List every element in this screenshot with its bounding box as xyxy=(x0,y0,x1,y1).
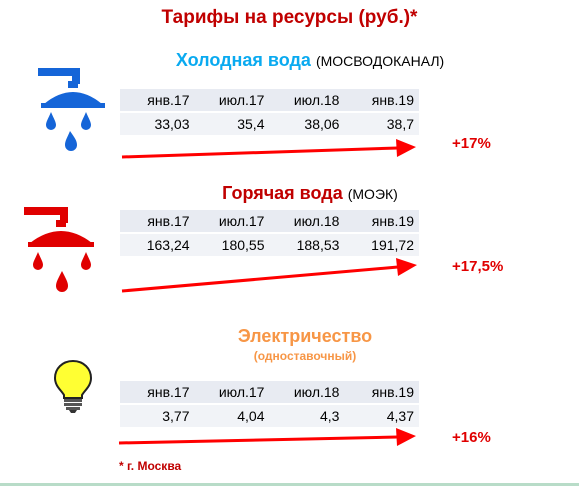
electricity-tariff: (одноставочный) xyxy=(253,349,357,363)
value-cell: 4,04 xyxy=(194,405,270,427)
period-cell: янв.17 xyxy=(120,381,195,405)
value-cell: 38,7 xyxy=(344,113,419,135)
hot-water-title: Горячая вода xyxy=(222,183,343,203)
cold-water-values-row: 33,03 35,4 38,06 38,7 xyxy=(120,113,419,135)
electricity-title: Электричество xyxy=(237,326,373,346)
footnote: * г. Москва xyxy=(119,459,182,473)
hot-water-periods-row: янв.17 июл.17 июл.18 янв.19 xyxy=(120,210,419,234)
hot-water-heading: Горячая вода (МОЭК) xyxy=(110,183,510,204)
period-cell: июл.18 xyxy=(269,381,345,405)
value-cell: 33,03 xyxy=(120,113,195,135)
value-cell: 35,4 xyxy=(194,113,270,135)
electricity-table: янв.17 июл.17 июл.18 янв.19 3,77 4,04 4,… xyxy=(120,381,419,427)
cold-water-heading: Холодная вода (МОСВОДОКАНАЛ) xyxy=(110,50,510,71)
period-cell: июл.18 xyxy=(269,89,345,113)
period-cell: янв.19 xyxy=(344,89,419,113)
hot-water-arrow-icon xyxy=(121,258,417,293)
cold-water-provider: (МОСВОДОКАНАЛ) xyxy=(315,53,445,69)
period-cell: янв.19 xyxy=(344,381,419,405)
period-cell: янв.19 xyxy=(344,210,419,234)
bottom-divider xyxy=(0,483,579,486)
cold-water-title: Холодная вода xyxy=(175,50,311,70)
period-cell: июл.17 xyxy=(194,210,270,234)
electricity-values-row: 3,77 4,04 4,3 4,37 xyxy=(120,405,419,427)
value-cell: 4,3 xyxy=(269,405,345,427)
value-cell: 188,53 xyxy=(269,234,345,256)
period-cell: янв.17 xyxy=(120,89,195,113)
value-cell: 191,72 xyxy=(344,234,419,256)
period-cell: июл.18 xyxy=(269,210,345,234)
value-cell: 163,24 xyxy=(120,234,195,256)
cold-water-table: янв.17 июл.17 июл.18 янв.19 33,03 35,4 3… xyxy=(120,89,419,135)
value-cell: 3,77 xyxy=(120,405,195,427)
period-cell: янв.17 xyxy=(120,210,195,234)
hot-water-values-row: 163,24 180,55 188,53 191,72 xyxy=(120,234,419,256)
cold-water-change: +17% xyxy=(452,135,491,152)
hot-water-change: +17,5% xyxy=(452,258,504,275)
hot-water-tap-icon xyxy=(24,207,94,292)
period-cell: июл.17 xyxy=(194,381,270,405)
hot-water-table: янв.17 июл.17 июл.18 янв.19 163,24 180,5… xyxy=(120,210,419,256)
value-cell: 4,37 xyxy=(344,405,419,427)
cold-water-tap-icon xyxy=(38,68,105,151)
cold-water-arrow-icon xyxy=(121,139,416,159)
hot-water-provider: (МОЭК) xyxy=(347,186,398,202)
value-cell: 38,06 xyxy=(269,113,345,135)
period-cell: июл.17 xyxy=(194,89,270,113)
page-title: Тарифы на ресурсы (руб.)* xyxy=(161,7,418,28)
electricity-change: +16% xyxy=(452,429,491,446)
cold-water-periods-row: янв.17 июл.17 июл.18 янв.19 xyxy=(120,89,419,113)
value-cell: 180,55 xyxy=(194,234,270,256)
light-bulb-icon xyxy=(53,359,93,413)
electricity-periods-row: янв.17 июл.17 июл.18 янв.19 xyxy=(120,381,419,405)
electricity-arrow-icon xyxy=(118,428,416,446)
